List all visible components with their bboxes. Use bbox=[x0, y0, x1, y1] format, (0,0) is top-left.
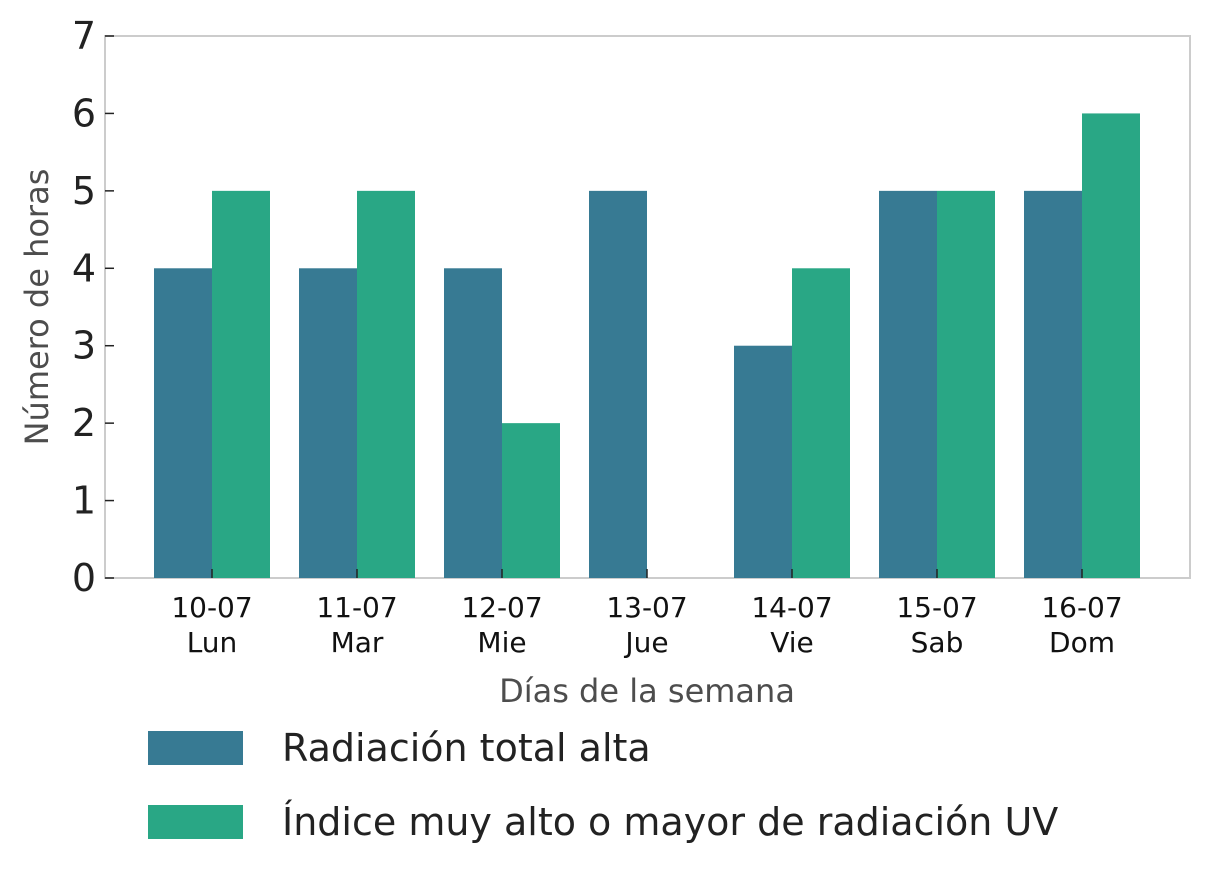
x-tick-label-date: 14-07 bbox=[751, 591, 832, 624]
x-tick-label-date: 11-07 bbox=[316, 591, 397, 624]
y-tick-label: 6 bbox=[72, 91, 96, 135]
bar-series-1-16-07 bbox=[1024, 190, 1082, 578]
legend-swatch-series-1 bbox=[148, 731, 243, 765]
x-tick-label-date: 10-07 bbox=[171, 591, 252, 624]
bar-series-2-15-07 bbox=[937, 190, 995, 578]
x-tick-label-day: Vie bbox=[770, 626, 814, 659]
y-tick-label: 1 bbox=[72, 479, 96, 523]
bar-series-2-14-07 bbox=[792, 268, 850, 578]
y-tick-label: 5 bbox=[72, 169, 96, 213]
x-tick-label-date: 15-07 bbox=[896, 591, 977, 624]
x-tick-label-day: Sab bbox=[911, 626, 964, 659]
y-axis: 0 1 2 3 4 5 6 7 bbox=[72, 14, 114, 600]
bar-series-2-11-07 bbox=[357, 190, 415, 578]
bar-series-2-10-07 bbox=[212, 190, 270, 578]
legend: Radiación total alta Índice muy alto o ma… bbox=[148, 726, 1058, 844]
x-axis-title: Días de la semana bbox=[499, 672, 795, 710]
y-tick-label: 2 bbox=[72, 401, 96, 445]
bar-series-1-12-07 bbox=[444, 268, 502, 578]
x-tick-label-date: 16-07 bbox=[1041, 591, 1122, 624]
bars-layer bbox=[154, 113, 1140, 578]
legend-label-series-2: Índice muy alto o mayor de radiación UV bbox=[282, 800, 1058, 844]
legend-swatch-series-2 bbox=[148, 805, 243, 839]
y-tick-label: 0 bbox=[72, 556, 96, 600]
bar-series-1-14-07 bbox=[734, 345, 792, 578]
bar-series-1-10-07 bbox=[154, 268, 212, 578]
x-tick-label-day: Dom bbox=[1049, 626, 1115, 659]
bar-series-2-16-07 bbox=[1082, 113, 1140, 578]
bar-series-1-15-07 bbox=[879, 190, 937, 578]
bar-series-1-13-07 bbox=[589, 190, 647, 578]
y-axis-title: Número de horas bbox=[18, 169, 56, 446]
x-tick-label-day: Jue bbox=[623, 626, 668, 659]
y-tick-label: 3 bbox=[72, 324, 96, 368]
x-tick-label-date: 12-07 bbox=[461, 591, 542, 624]
x-tick-label-day: Mie bbox=[477, 626, 526, 659]
y-tick-label: 4 bbox=[72, 246, 96, 290]
x-tick-label-day: Lun bbox=[187, 626, 238, 659]
x-tick-label-day: Mar bbox=[331, 626, 384, 659]
y-tick-label: 7 bbox=[72, 14, 96, 58]
legend-label-series-1: Radiación total alta bbox=[282, 726, 651, 770]
bar-series-1-11-07 bbox=[299, 268, 357, 578]
x-tick-label-date: 13-07 bbox=[606, 591, 687, 624]
bar-series-2-12-07 bbox=[502, 423, 560, 578]
